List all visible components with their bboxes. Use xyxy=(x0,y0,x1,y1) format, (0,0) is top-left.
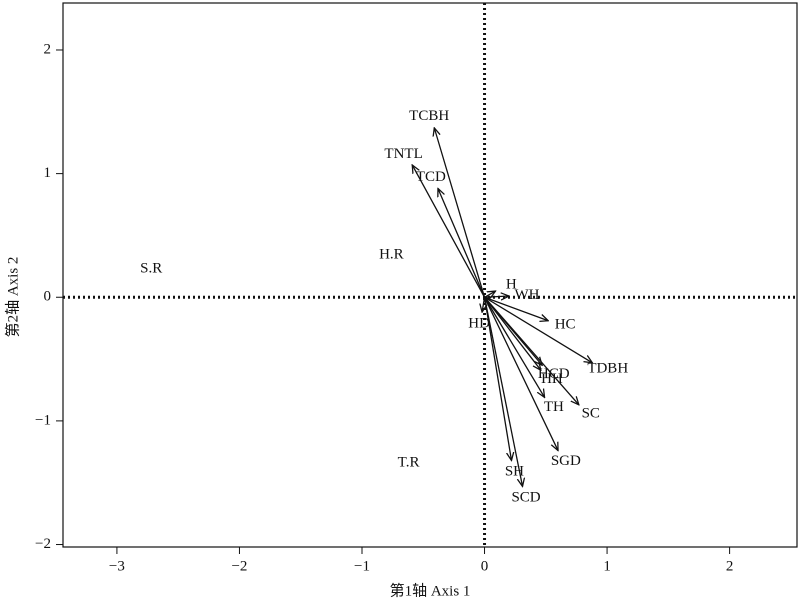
arrow-label: SC xyxy=(582,405,600,421)
arrow-label: HH xyxy=(541,371,563,387)
arrow-label: HCD xyxy=(538,366,570,382)
arrow-label: SGD xyxy=(551,453,581,469)
y-axis-label: 第2轴 Axis 2 xyxy=(3,257,21,338)
arrow-label: SCD xyxy=(511,490,540,506)
y-tick-label: 0 xyxy=(44,289,52,305)
x-tick-label: 1 xyxy=(603,558,611,574)
arrow xyxy=(484,296,579,405)
y-tick-label: −1 xyxy=(35,412,51,428)
arrow xyxy=(483,297,523,486)
arrow xyxy=(484,291,496,297)
x-tick-label: 2 xyxy=(726,558,734,574)
arrow xyxy=(483,297,512,460)
y-tick-label: −2 xyxy=(35,536,51,552)
arrow xyxy=(484,296,541,370)
arrow xyxy=(438,188,486,298)
arrow xyxy=(483,296,545,397)
arrow xyxy=(483,296,559,450)
point-label: T.R xyxy=(398,454,420,470)
arrow-label: TNTL xyxy=(384,146,422,162)
plot-frame xyxy=(62,2,798,548)
y-tick-label: 1 xyxy=(44,165,52,181)
arrow-label: TCD xyxy=(416,169,446,185)
x-tick-label: −3 xyxy=(109,558,125,574)
point-label: S.R xyxy=(140,260,162,276)
x-tick-label: −2 xyxy=(231,558,247,574)
arrow xyxy=(484,296,549,320)
arrow-label: HC xyxy=(555,316,576,332)
arrow xyxy=(412,165,486,298)
arrow-label: TDBH xyxy=(587,360,628,376)
arrow-label: H xyxy=(506,277,517,293)
arrow xyxy=(434,128,486,298)
arrow-label: TH xyxy=(544,399,564,415)
x-axis-label: 第1轴 Axis 1 xyxy=(390,581,471,599)
arrow xyxy=(484,296,510,297)
y-tick-label: 2 xyxy=(44,41,52,57)
point-label: H.R xyxy=(379,247,404,263)
arrow xyxy=(484,296,593,363)
arrow-label: TCBH xyxy=(409,108,449,124)
x-tick-label: 0 xyxy=(481,558,489,574)
arrow-label: HD xyxy=(468,315,490,331)
arrow xyxy=(482,297,484,312)
arrow-label: WH xyxy=(515,287,540,303)
x-tick-label: −1 xyxy=(354,558,370,574)
